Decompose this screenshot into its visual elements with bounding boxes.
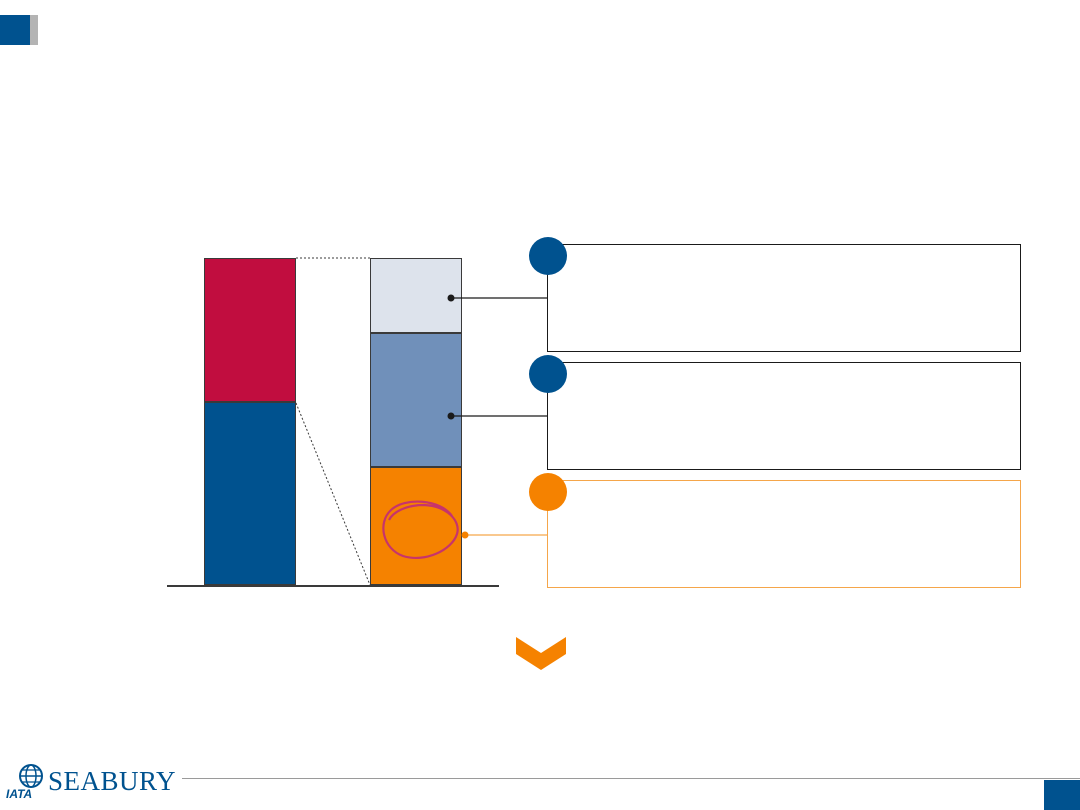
bar-2-segment-1 bbox=[370, 467, 462, 585]
bar-1-segment-1 bbox=[204, 401, 296, 585]
bar-2-segment-2 bbox=[370, 333, 462, 468]
square-mark-icon bbox=[0, 15, 38, 45]
logo-subtext: IATA bbox=[6, 787, 33, 801]
logo-wordmark: SEABURY bbox=[48, 766, 177, 796]
corner-bar bbox=[30, 15, 38, 45]
globe-icon bbox=[19, 764, 43, 788]
callout-box-2 bbox=[547, 362, 1021, 470]
bar-2-segment-3 bbox=[370, 258, 462, 334]
page-number-box bbox=[1044, 780, 1080, 810]
connector-dot-3 bbox=[461, 531, 469, 539]
projection-line-bottom bbox=[295, 402, 371, 586]
chart-baseline bbox=[167, 585, 499, 587]
callout-badge-1 bbox=[529, 237, 567, 275]
brand-logo: SEABURY IATA bbox=[4, 762, 176, 802]
bar-1-segment-2 bbox=[204, 258, 296, 402]
chevron-down-icon bbox=[516, 637, 566, 670]
callout-box-1 bbox=[547, 244, 1021, 352]
callout-box-3 bbox=[547, 480, 1021, 588]
corner-square bbox=[0, 15, 30, 45]
footer-divider bbox=[182, 778, 1080, 779]
callout-badge-3 bbox=[529, 473, 567, 511]
callout-badge-2 bbox=[529, 355, 567, 393]
